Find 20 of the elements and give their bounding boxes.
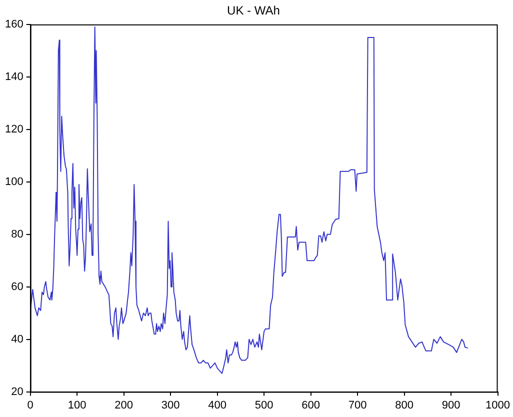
- x-tick-label: 1000: [486, 399, 510, 412]
- x-tick-label: 400: [208, 399, 226, 412]
- y-tick-label: 140: [4, 70, 24, 83]
- x-tick-label: 900: [442, 399, 460, 412]
- y-tick-label: 80: [11, 228, 24, 240]
- chart-title: UK - WAh: [227, 4, 280, 18]
- x-tick-label: 0: [27, 399, 34, 412]
- y-tick-label: 60: [11, 280, 24, 293]
- x-tick-label: 100: [68, 399, 86, 412]
- y-tick-label: 20: [11, 386, 24, 398]
- x-tick-label: 300: [161, 399, 180, 412]
- y-tick-label: 120: [4, 123, 24, 136]
- x-tick-label: 200: [114, 399, 134, 412]
- x-tick-label: 800: [395, 399, 414, 412]
- x-tick-label: 500: [254, 399, 274, 412]
- x-tick-label: 600: [302, 399, 320, 412]
- y-tick-label: 100: [4, 176, 24, 188]
- y-tick-label: 40: [11, 333, 24, 346]
- x-tick-label: 700: [348, 399, 367, 412]
- y-tick-label: 160: [4, 18, 24, 30]
